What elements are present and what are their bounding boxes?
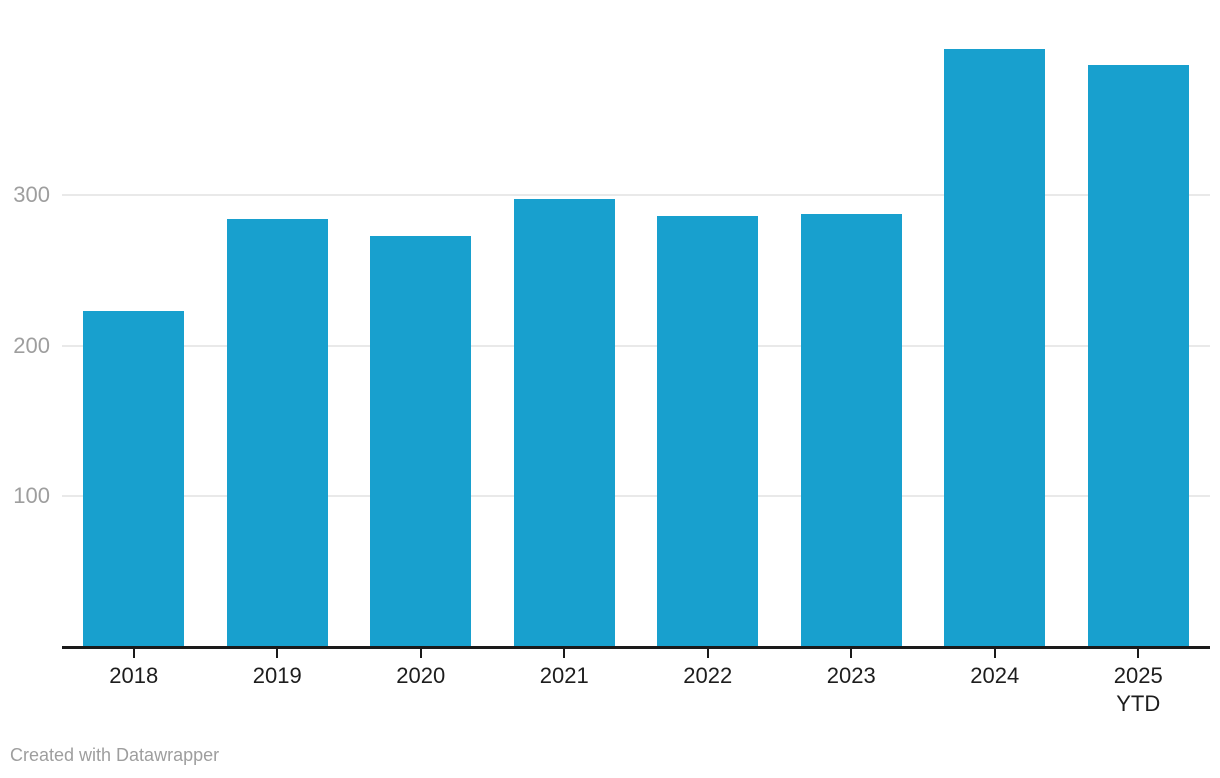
y-tick-label: 100 [13, 483, 50, 509]
y-tick-label: 200 [13, 332, 50, 358]
x-tick-label-2020: 2020 [396, 663, 446, 688]
y-gridline [62, 495, 1210, 498]
x-tick-mark [419, 649, 422, 658]
y-gridline [62, 193, 1210, 196]
x-tick-mark [1137, 649, 1140, 658]
x-tick-mark [563, 649, 566, 658]
x-axis-baseline [62, 646, 1210, 649]
bar-2021[interactable] [513, 199, 615, 646]
footer-credit[interactable]: Created with Datawrapper [10, 745, 220, 765]
bar-2019[interactable] [226, 219, 328, 646]
x-tick-label-2018: 2018 [109, 663, 159, 688]
bar-2024[interactable] [944, 48, 1046, 646]
bar-2023[interactable] [800, 214, 902, 646]
x-tick-mark [993, 649, 996, 658]
bar-2025[interactable] [1087, 65, 1189, 646]
bar-2018[interactable] [83, 310, 185, 646]
x-tick-label-2021: 2021 [539, 663, 589, 688]
x-tick-mark [276, 649, 279, 658]
bar-2020[interactable] [370, 235, 472, 646]
x-tick-label-2022: 2022 [683, 663, 733, 688]
x-tick-label-2025: 2025 YTD [1113, 663, 1163, 716]
y-tick-label: 300 [13, 181, 50, 207]
x-tick-mark [850, 649, 853, 658]
bar-2022[interactable] [657, 215, 759, 646]
x-tick-label-2024: 2024 [970, 663, 1020, 688]
y-gridline [62, 344, 1210, 347]
x-tick-label-2019: 2019 [252, 663, 302, 688]
x-tick-mark [132, 649, 135, 658]
x-tick-mark [706, 649, 709, 658]
x-tick-label-2023: 2023 [826, 663, 876, 688]
